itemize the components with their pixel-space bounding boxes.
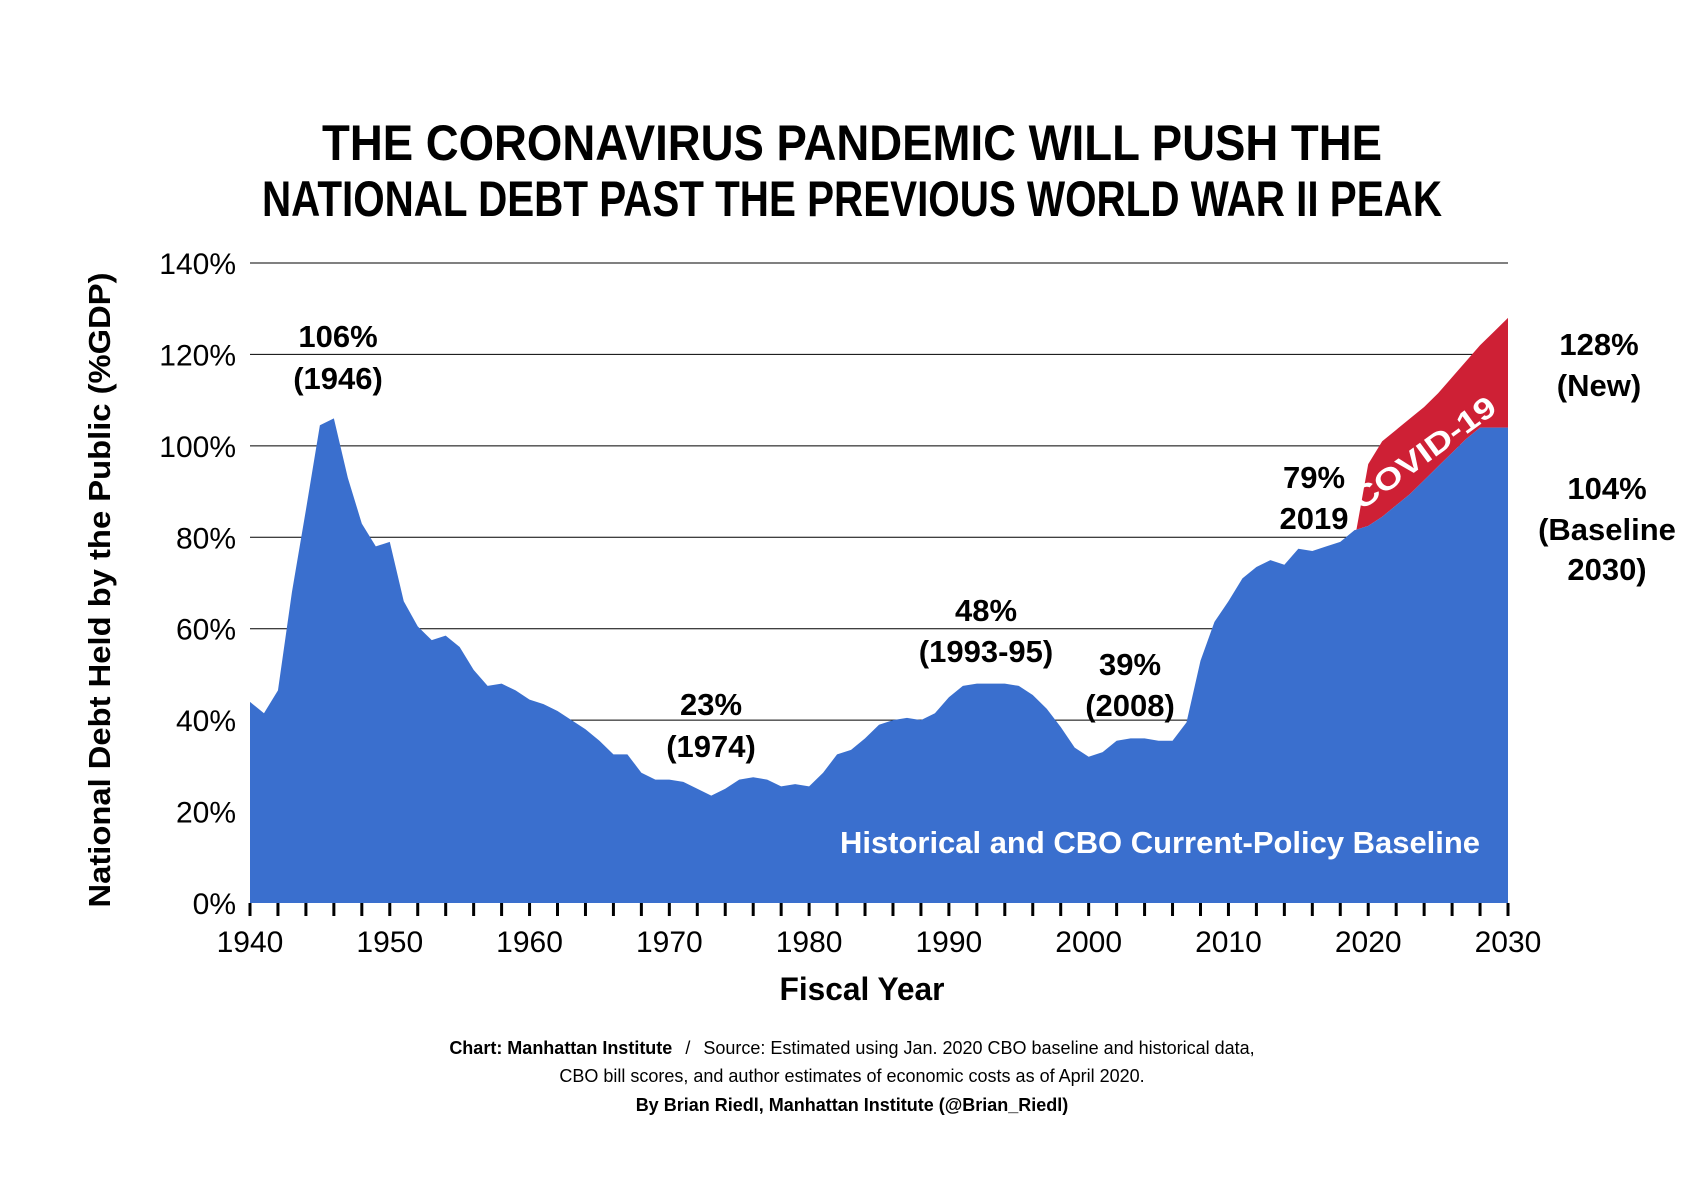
x-tick-label: 1950 [356,926,423,959]
chart-title: THE CORONAVIRUS PANDEMIC WILL PUSH THE N… [262,115,1442,227]
credit-source-line2: CBO bill scores, and author estimates of… [559,1066,1144,1086]
x-tick-label: 1990 [916,926,983,959]
svg-text:106%: 106% [298,319,377,354]
baseline-area [250,418,1508,903]
annotation-2008: 39% (2008) [1085,647,1175,723]
area-series [250,317,1508,903]
svg-text:23%: 23% [680,687,742,722]
x-axis-minor-ticks [248,903,1510,916]
x-tick-label: 1970 [636,926,703,959]
svg-text:104%: 104% [1567,471,1646,506]
annotation-2030-new: 128% (New) [1557,327,1641,403]
annotation-1993-95: 48% (1993-95) [919,593,1053,669]
svg-text:(1946): (1946) [293,361,383,396]
y-tick-label: 60% [176,614,236,647]
title-line-2: NATIONAL DEBT PAST THE PREVIOUS WORLD WA… [262,171,1442,227]
svg-text:(New): (New) [1557,368,1641,403]
y-axis-ticks: 0% 20% 40% 60% 80% 100% 120% 140% [159,248,236,921]
credit-chart-label: Chart: Manhattan Institute [449,1038,672,1058]
y-tick-label: 40% [176,705,236,738]
y-tick-label: 0% [193,888,236,921]
x-axis-ticks: 1940 1950 1960 1970 1980 1990 2000 2010 2020 2030 [217,926,1542,959]
svg-text:39%: 39% [1099,647,1161,682]
svg-text:48%: 48% [955,593,1017,628]
x-tick-label: 2000 [1055,926,1122,959]
annotation-2019: 79% 2019 [1280,460,1349,536]
title-line-1: THE CORONAVIRUS PANDEMIC WILL PUSH THE [322,115,1382,171]
x-tick-label: 2010 [1195,926,1262,959]
svg-text:(1974): (1974) [666,729,756,764]
y-tick-label: 120% [159,339,236,372]
svg-text:(1993-95): (1993-95) [919,634,1053,669]
x-tick-label: 1960 [496,926,563,959]
annotation-1974-low: 23% (1974) [666,687,756,764]
annotation-2030-baseline: 104% (Baseline 2030) [1538,471,1676,587]
x-tick-label: 2030 [1475,926,1542,959]
x-tick-label: 1940 [217,926,284,959]
svg-text:2019: 2019 [1280,501,1349,536]
y-axis-label: National Debt Held by the Public (%GDP) [82,273,117,908]
credit-source-line1: Source: Estimated using Jan. 2020 CBO ba… [703,1038,1254,1058]
x-axis-label: Fiscal Year [780,971,945,1007]
svg-text:(2008): (2008) [1085,688,1175,723]
x-tick-label: 1980 [776,926,843,959]
chart-credits: Chart: Manhattan Institute / Source: Est… [449,1038,1254,1115]
y-tick-label: 20% [176,797,236,830]
annotation-1946-peak: 106% (1946) [293,319,383,396]
covid-area [1354,317,1508,542]
x-tick-label: 2020 [1335,926,1402,959]
svg-text:2030): 2030) [1567,552,1646,587]
y-tick-label: 140% [159,248,236,281]
svg-text:Chart: Manhattan Institute: Chart: Manhattan Institute / Source: Est… [449,1038,1254,1058]
svg-text:79%: 79% [1283,460,1345,495]
y-tick-label: 100% [159,431,236,464]
credit-byline: By Brian Riedl, Manhattan Institute (@Br… [636,1095,1069,1115]
svg-text:(Baseline: (Baseline [1538,512,1676,547]
baseline-series-label: Historical and CBO Current-Policy Baseli… [840,825,1480,860]
credit-separator: / [685,1038,690,1058]
svg-text:128%: 128% [1559,327,1638,362]
y-tick-label: 80% [176,522,236,555]
